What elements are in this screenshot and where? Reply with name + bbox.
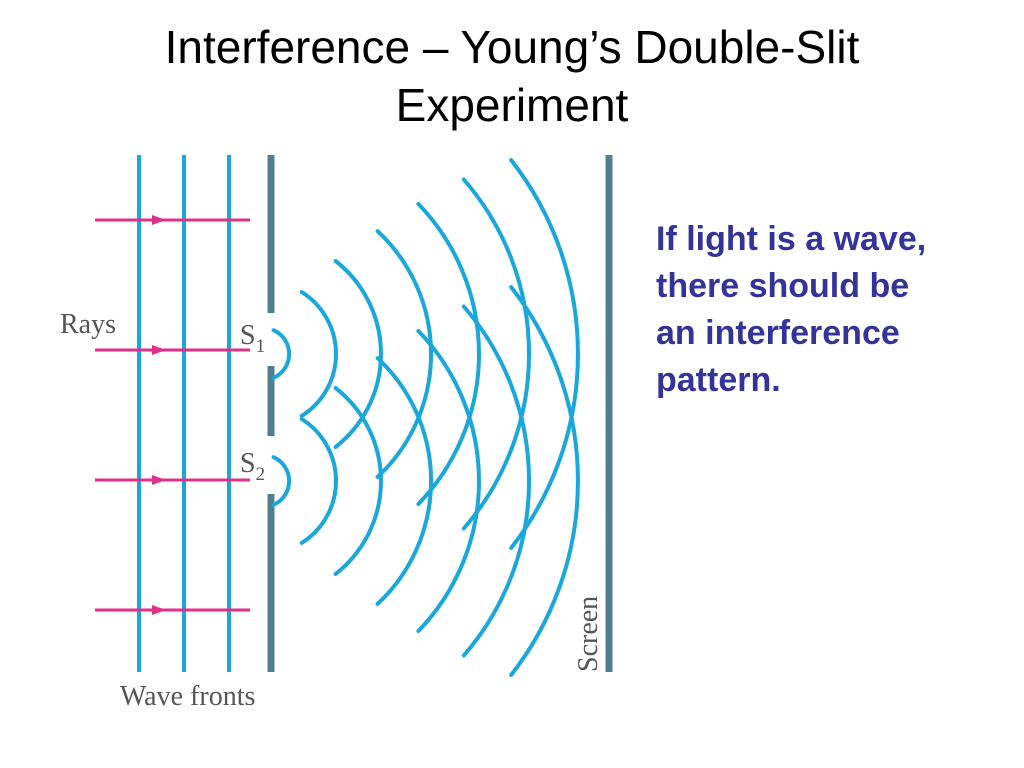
slit-s1-label: S1 <box>240 320 265 357</box>
caption-line-4: pattern. <box>656 361 781 399</box>
slide-title-line-2: Experiment <box>395 79 629 131</box>
wavefront-arc-s2-5 <box>416 329 481 633</box>
ray-arrow <box>95 345 250 355</box>
ray-arrow <box>95 215 250 225</box>
wavefront-arc-s2-2 <box>299 417 338 545</box>
plane-wavefronts <box>137 155 231 672</box>
rays-label: Rays <box>60 309 116 340</box>
wavefront-arc-s2-6 <box>461 304 531 658</box>
caption-line-3: an interference <box>656 314 900 352</box>
slide-title-line-1: Interference – Young’s Double-Slit <box>164 21 860 73</box>
caption-line-1: If light is a wave, <box>656 220 927 258</box>
wavefront-arc-s2-7 <box>509 285 580 677</box>
wavefront-arc-s2-3 <box>333 386 383 576</box>
light-rays <box>95 215 250 615</box>
wavefront-arc-s1-3 <box>333 259 383 449</box>
caption-text: If light is a wave, there should be an i… <box>656 216 1016 404</box>
wavefront-arc-s1-5 <box>416 202 481 506</box>
caption-line-2: there should be <box>656 267 910 305</box>
wavefront-arc-s1-7 <box>509 158 580 550</box>
slit-s2-label: S2 <box>240 448 265 485</box>
wavefront-arc-s1-2 <box>299 290 338 418</box>
slide-title: Interference – Young’s Double-Slit Exper… <box>0 18 1024 134</box>
wavefront-arc-s2-4 <box>375 356 434 606</box>
wavefront-arc-s1-1 <box>271 328 292 380</box>
wavefront-arc-s2-1 <box>271 455 292 507</box>
wave-fronts-label: Wave fronts <box>120 681 255 712</box>
screen-label: Screen <box>573 596 604 672</box>
wavefront-arc-s1-4 <box>375 229 434 479</box>
wavefront-arc-s1-6 <box>461 177 531 531</box>
ray-arrow <box>95 605 250 615</box>
ray-arrow <box>95 475 250 485</box>
circular-wavefronts <box>271 158 580 677</box>
